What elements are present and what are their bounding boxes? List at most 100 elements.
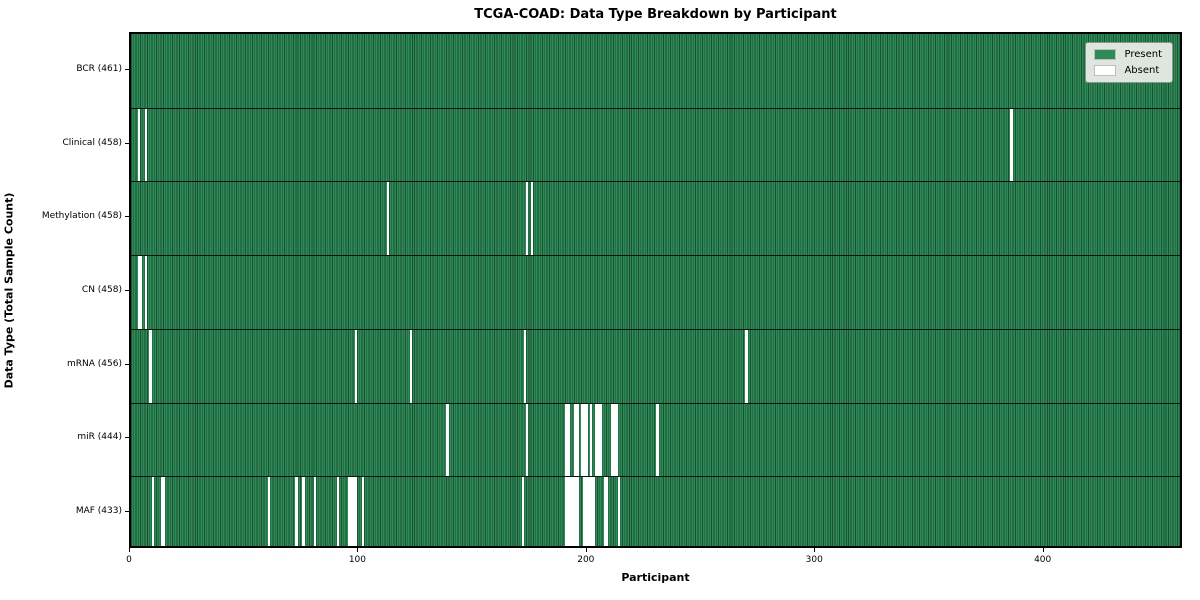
- absent-cell: [610, 403, 613, 477]
- y-tick-label: mRNA (456): [67, 358, 122, 369]
- absent-cell: [564, 477, 568, 546]
- y-tick-mark: [125, 511, 129, 513]
- heatmap-row-clinical: [131, 107, 1180, 182]
- absent-cell: [526, 403, 529, 477]
- y-tick-label: MAF (433): [75, 506, 122, 517]
- absent-cell: [137, 256, 141, 329]
- heatmap-row-cn: [131, 255, 1180, 329]
- absent-swatch: [1094, 65, 1117, 76]
- absent-cell: [617, 477, 620, 546]
- absent-cell: [571, 477, 575, 546]
- x-tick-mark: [1042, 548, 1044, 552]
- absent-cell: [523, 329, 527, 403]
- absent-cell: [583, 477, 586, 546]
- heatmap-rows-container: [131, 34, 1180, 546]
- legend-entry-present: Present: [1094, 49, 1162, 60]
- absent-cell: [592, 477, 595, 546]
- absent-cell: [350, 477, 353, 546]
- chart-title: TCGA-COAD: Data Type Breakdown by Partic…: [474, 7, 837, 22]
- absent-cell: [144, 108, 147, 182]
- absent-cell: [583, 403, 586, 477]
- absent-cell: [580, 403, 584, 477]
- absent-cell: [612, 403, 616, 477]
- absent-cell: [361, 477, 364, 546]
- absent-cell: [354, 477, 358, 546]
- absent-cell: [526, 182, 529, 256]
- absent-cell: [567, 477, 570, 546]
- legend-label-absent: Absent: [1124, 65, 1160, 76]
- plot-area: Present Absent: [129, 32, 1182, 548]
- absent-cell: [585, 477, 588, 546]
- heatmap-row-methylation: [131, 181, 1180, 256]
- y-tick-mark: [125, 142, 129, 144]
- absent-cell: [574, 477, 577, 546]
- legend-label-present: Present: [1124, 49, 1162, 60]
- absent-cell: [302, 477, 305, 546]
- heatmap-row-bcr: [131, 34, 1180, 108]
- y-tick-label: BCR (461): [76, 63, 122, 74]
- absent-cell: [354, 329, 358, 403]
- present-swatch: [1094, 49, 1117, 60]
- legend-entry-absent: Absent: [1094, 65, 1162, 76]
- absent-cell: [576, 477, 579, 546]
- absent-cell: [590, 477, 593, 546]
- absent-cell: [606, 477, 609, 546]
- y-tick-label: Clinical (458): [62, 137, 122, 148]
- absent-cell: [521, 477, 524, 546]
- absent-cell: [268, 477, 271, 546]
- x-tick-label: 0: [126, 555, 132, 565]
- y-axis-label: Data Type (Total Sample Count): [2, 192, 16, 389]
- absent-cell: [295, 477, 298, 546]
- absent-cell: [530, 182, 534, 256]
- y-tick-mark: [125, 216, 129, 218]
- y-tick-mark: [125, 437, 129, 439]
- absent-cell: [409, 329, 412, 403]
- absent-cell: [446, 403, 449, 477]
- absent-cell: [615, 403, 618, 477]
- absent-cell: [576, 403, 579, 477]
- absent-cell: [137, 108, 141, 182]
- absent-cell: [336, 477, 339, 546]
- absent-cell: [567, 403, 570, 477]
- x-tick-label: 100: [348, 555, 366, 565]
- absent-cell: [585, 403, 588, 477]
- absent-cell: [596, 403, 600, 477]
- heatmap-row-mrna: [131, 328, 1180, 403]
- absent-cell: [160, 477, 163, 546]
- absent-cell: [347, 477, 351, 546]
- absent-cell: [594, 403, 597, 477]
- absent-cell: [313, 477, 317, 546]
- absent-cell: [564, 403, 568, 477]
- absent-cell: [162, 477, 166, 546]
- y-tick-label: Methylation (458): [41, 211, 122, 222]
- x-tick-mark: [129, 548, 130, 552]
- y-tick-label: CN (458): [81, 285, 122, 295]
- absent-cell: [386, 182, 390, 256]
- x-tick-label: 400: [1034, 555, 1052, 565]
- absent-cell: [569, 477, 572, 546]
- y-tick-label: miR (444): [77, 432, 122, 443]
- x-tick-mark: [585, 548, 587, 552]
- absent-cell: [574, 403, 577, 477]
- x-tick-mark: [357, 548, 359, 552]
- absent-cell: [1010, 108, 1013, 182]
- absent-cell: [599, 403, 602, 477]
- x-tick-label: 200: [577, 555, 595, 565]
- absent-cell: [745, 329, 748, 403]
- absent-cell: [144, 256, 147, 329]
- x-tick-label: 300: [805, 555, 823, 565]
- heatmap-row-mir: [131, 402, 1180, 477]
- x-axis-label: Participant: [621, 571, 690, 584]
- y-tick-mark: [125, 68, 129, 70]
- absent-cell: [590, 403, 593, 477]
- y-tick-mark: [125, 290, 129, 291]
- x-tick-mark: [814, 548, 816, 552]
- y-tick-mark: [125, 363, 129, 365]
- heatmap-row-maf: [131, 476, 1180, 546]
- absent-cell: [587, 477, 591, 546]
- absent-cell: [656, 403, 659, 477]
- absent-cell: [140, 256, 143, 329]
- absent-cell: [352, 477, 355, 546]
- legend: Present Absent: [1085, 42, 1173, 83]
